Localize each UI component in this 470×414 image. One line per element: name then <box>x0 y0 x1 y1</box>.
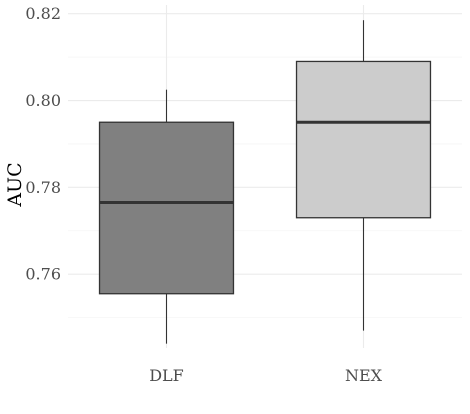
box-body <box>295 60 432 219</box>
box-nex <box>295 20 432 331</box>
y-tick-label: 0.76 <box>25 265 61 284</box>
y-axis-ticks: 0.76 0.78 0.80 0.82 <box>25 4 61 284</box>
y-tick-label: 0.82 <box>25 4 61 23</box>
box-body <box>98 121 235 295</box>
y-tick-label: 0.80 <box>25 91 61 110</box>
y-axis-title: AUC <box>4 162 26 207</box>
box-dlf <box>98 89 235 344</box>
x-tick-label: NEX <box>345 366 383 385</box>
x-tick-label: DLF <box>149 366 184 385</box>
x-axis-ticks: DLF NEX <box>149 366 382 385</box>
y-tick-label: 0.78 <box>25 178 61 197</box>
box-layer <box>98 20 432 344</box>
